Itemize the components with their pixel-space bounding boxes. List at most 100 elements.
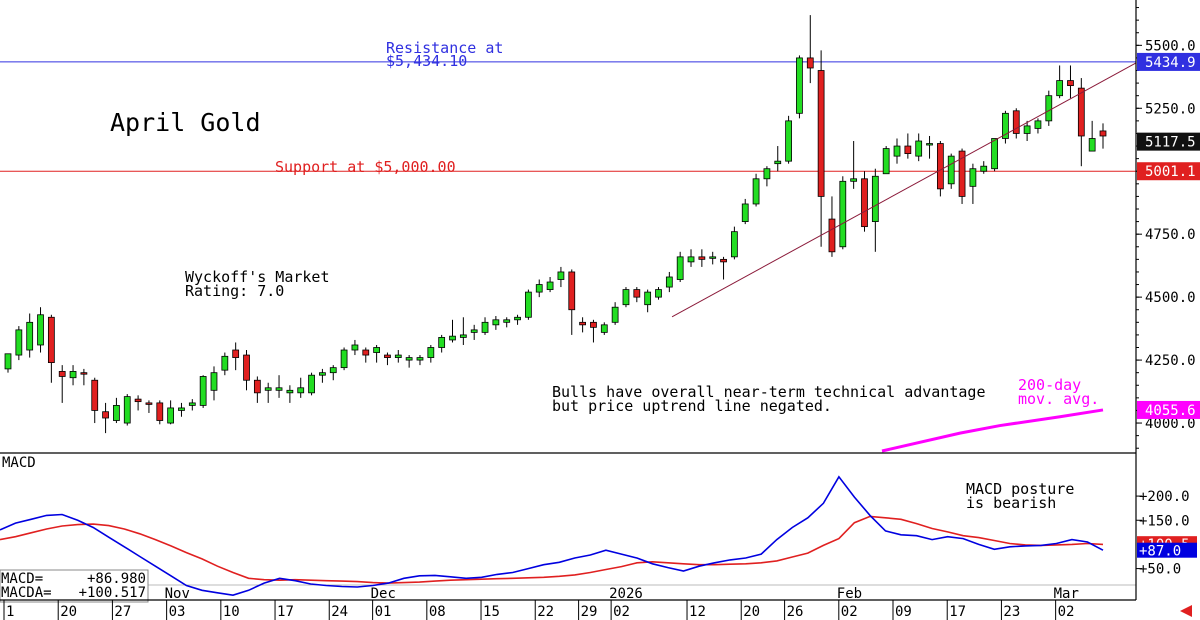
candle-up	[731, 231, 738, 258]
candle-up	[199, 376, 207, 406]
price-tick-label: 4750.0	[1145, 227, 1196, 243]
candle-up	[1023, 125, 1031, 134]
ma200-tag: 4055.6	[1145, 403, 1196, 419]
month-label: 2026	[609, 586, 643, 602]
candle-down	[58, 371, 66, 377]
date-tick-label: 17	[949, 604, 966, 620]
candle-up	[286, 389, 294, 394]
candle-down	[102, 411, 109, 419]
last-price-tag: 5117.5	[1145, 135, 1196, 151]
candle-down	[156, 402, 164, 421]
candle-up	[459, 334, 467, 338]
candle-up	[676, 256, 684, 280]
resistance-tag: 5434.9	[1145, 55, 1196, 71]
candle-up	[438, 337, 446, 348]
macd-readout-label: MACDA=	[1, 585, 52, 601]
candle-up	[405, 357, 413, 361]
date-tick-label: 15	[483, 604, 500, 620]
candle-down	[720, 258, 727, 263]
candle-up	[319, 372, 326, 376]
candles	[4, 15, 1107, 434]
candle-up	[167, 407, 175, 424]
candle-down	[698, 256, 706, 260]
resistance-label: $5,434.10	[386, 52, 467, 70]
macd-tick-label: +50.0	[1139, 562, 1181, 578]
scroll-left-icon	[1180, 605, 1192, 617]
candle-up	[1088, 138, 1096, 152]
date-tick-label: 12	[689, 604, 706, 620]
candle-down	[1099, 130, 1107, 137]
month-label: Nov	[165, 586, 190, 602]
date-tick-label: 26	[787, 604, 804, 620]
date-tick-label: 09	[895, 604, 912, 620]
candle-down	[904, 145, 912, 155]
candle-up	[514, 316, 521, 321]
candle-up	[1056, 80, 1064, 97]
price-tick-label: 5250.0	[1145, 101, 1196, 117]
candle-down	[590, 321, 597, 328]
commentary-text: but price uptrend line negated.	[552, 397, 832, 415]
candle-down	[861, 178, 868, 228]
rating-text: Wyckoff's Market	[185, 268, 330, 286]
labels: Resistance at$5,434.10 Support at $5,000.…	[185, 39, 1200, 419]
macda-line	[0, 515, 1104, 584]
candle-down	[91, 379, 99, 411]
candle-up	[123, 396, 131, 424]
candle-down	[362, 349, 370, 356]
candle-down	[579, 321, 586, 326]
candle-up	[373, 347, 380, 353]
candle-up	[622, 289, 630, 306]
rating-text: Rating: 7.0	[185, 282, 284, 300]
candle-up	[4, 353, 12, 370]
price-tick-label: 4000.0	[1145, 416, 1196, 432]
candle-up	[850, 178, 858, 182]
candle-up	[1002, 112, 1009, 139]
ma200-label: mov. avg.	[1018, 390, 1099, 408]
date-tick-label: 24	[331, 604, 348, 620]
candle-down	[145, 402, 153, 405]
macd-readout-value: +86.980	[87, 571, 146, 587]
candle-up	[470, 329, 478, 333]
macd-readout-label: MACD=	[1, 571, 43, 587]
support-label: Support at $5,000.00	[275, 158, 456, 176]
candle-down	[1012, 110, 1020, 134]
candle-up	[871, 175, 879, 222]
price-tick-label: 5500.0	[1145, 38, 1196, 54]
candle-down	[384, 354, 391, 358]
candle-up	[969, 168, 977, 187]
candle-down	[568, 271, 576, 311]
date-tick-label: 03	[169, 604, 186, 620]
macd-note: MACD posture	[966, 480, 1074, 498]
support-tag-bg	[1137, 162, 1200, 181]
candle-up	[308, 374, 315, 394]
date-tick-label: 02	[613, 604, 630, 620]
support-tag: 5001.1	[1145, 164, 1196, 180]
candle-down	[817, 70, 825, 197]
candle-up	[991, 138, 998, 170]
candle-up	[221, 355, 229, 371]
month-label: Mar	[1054, 586, 1079, 602]
candle-down	[232, 349, 240, 358]
candle-down	[806, 57, 814, 69]
date-tick-label: 08	[429, 604, 446, 620]
overlays	[671, 62, 1137, 453]
candle-up	[893, 145, 901, 157]
candle-up	[535, 284, 543, 293]
candle-down	[243, 354, 250, 381]
macd-tick-label: +150.0	[1139, 513, 1190, 529]
ma200-line	[881, 408, 1104, 453]
candle-down	[936, 143, 944, 190]
uptrend-line	[671, 62, 1137, 318]
candle-up	[492, 319, 500, 326]
chart-title: April Gold	[110, 108, 261, 137]
price-tick-label: 4500.0	[1145, 290, 1196, 306]
date-tick-label: 02	[841, 604, 858, 620]
ma200-label: 200-day	[1018, 376, 1081, 394]
last-price-tag-bg	[1137, 132, 1200, 151]
candle-up	[525, 291, 532, 318]
candle-down	[828, 218, 836, 253]
date-tick-label: 10	[223, 604, 240, 620]
candle-up	[600, 324, 608, 333]
candle-up	[741, 203, 749, 222]
